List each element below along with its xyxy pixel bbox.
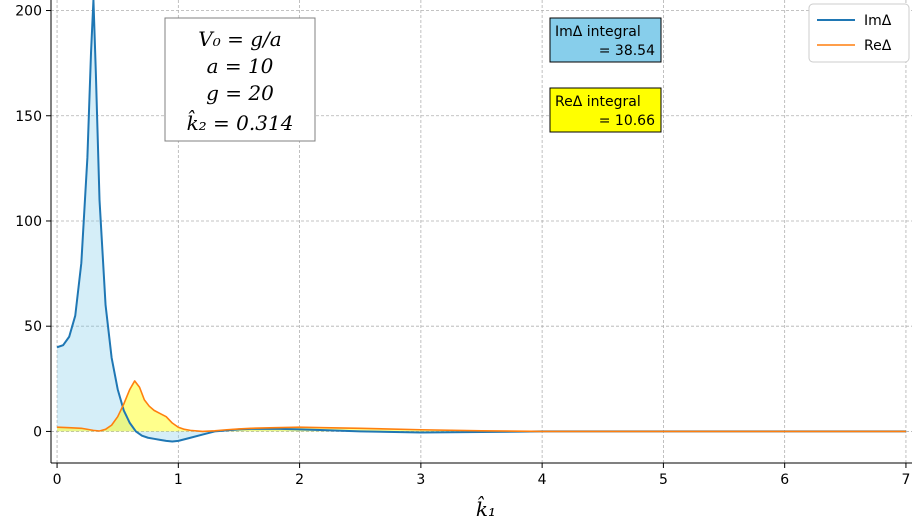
param-v0: V₀ = g/a [198,27,281,51]
param-g: g = 20 [206,81,274,105]
x-axis-label: k̂₁ [476,495,496,521]
re-integral-box-bg [549,87,662,133]
y-tick-label: 200 [15,4,42,20]
im-integral-box-bg [549,17,662,63]
im-integral-label: ImΔ integral [555,24,641,40]
re-integral-label: ReΔ integral [555,94,641,110]
tick-labels: 0 1 2 3 4 5 6 7 0 50 100 150 200 [15,4,910,488]
legend: ImΔ ReΔ [808,3,910,63]
y-tick-label: 50 [24,319,42,335]
param-k2: k̂₂ = 0.314 [187,109,294,135]
x-tick-label: 2 [295,472,304,488]
re-integral-value: = 10.66 [599,113,655,129]
parameters-box: V₀ = g/a a = 10 g = 20 k̂₂ = 0.314 [164,17,316,142]
y-tick-label: 150 [15,109,42,125]
x-tick-label: 5 [659,472,668,488]
series-lines [56,0,906,443]
area-fills [57,0,906,442]
y-tick-label: 100 [15,214,42,230]
legend-label-re: ReΔ [864,38,892,54]
y-tick-label: 0 [33,424,42,440]
re-integral-box: ReΔ integral = 10.66 [549,87,662,133]
im-integral-value: = 38.54 [599,43,655,59]
x-tick-label: 6 [780,472,789,488]
x-tick-label: 0 [53,472,62,488]
x-tick-label: 1 [174,472,183,488]
im-series-line [56,0,906,443]
legend-label-im: ImΔ [864,13,892,29]
im-integral-box: ImΔ integral = 38.54 [549,17,662,63]
x-tick-label: 3 [416,472,425,488]
x-tick-label: 7 [901,472,910,488]
param-a: a = 10 [207,54,274,78]
re-series-line [57,380,906,433]
x-tick-label: 4 [538,472,547,488]
re-area-fill [57,380,906,432]
axes [46,0,912,468]
